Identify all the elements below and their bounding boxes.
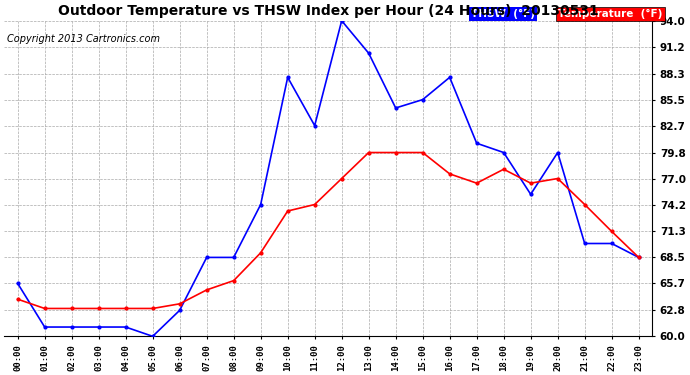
Title: Outdoor Temperature vs THSW Index per Hour (24 Hours)  20130531: Outdoor Temperature vs THSW Index per Ho…: [58, 4, 598, 18]
Text: Copyright 2013 Cartronics.com: Copyright 2013 Cartronics.com: [7, 34, 160, 44]
Text: Temperature  (°F): Temperature (°F): [558, 9, 662, 19]
Text: THSW  (°F): THSW (°F): [471, 9, 535, 19]
